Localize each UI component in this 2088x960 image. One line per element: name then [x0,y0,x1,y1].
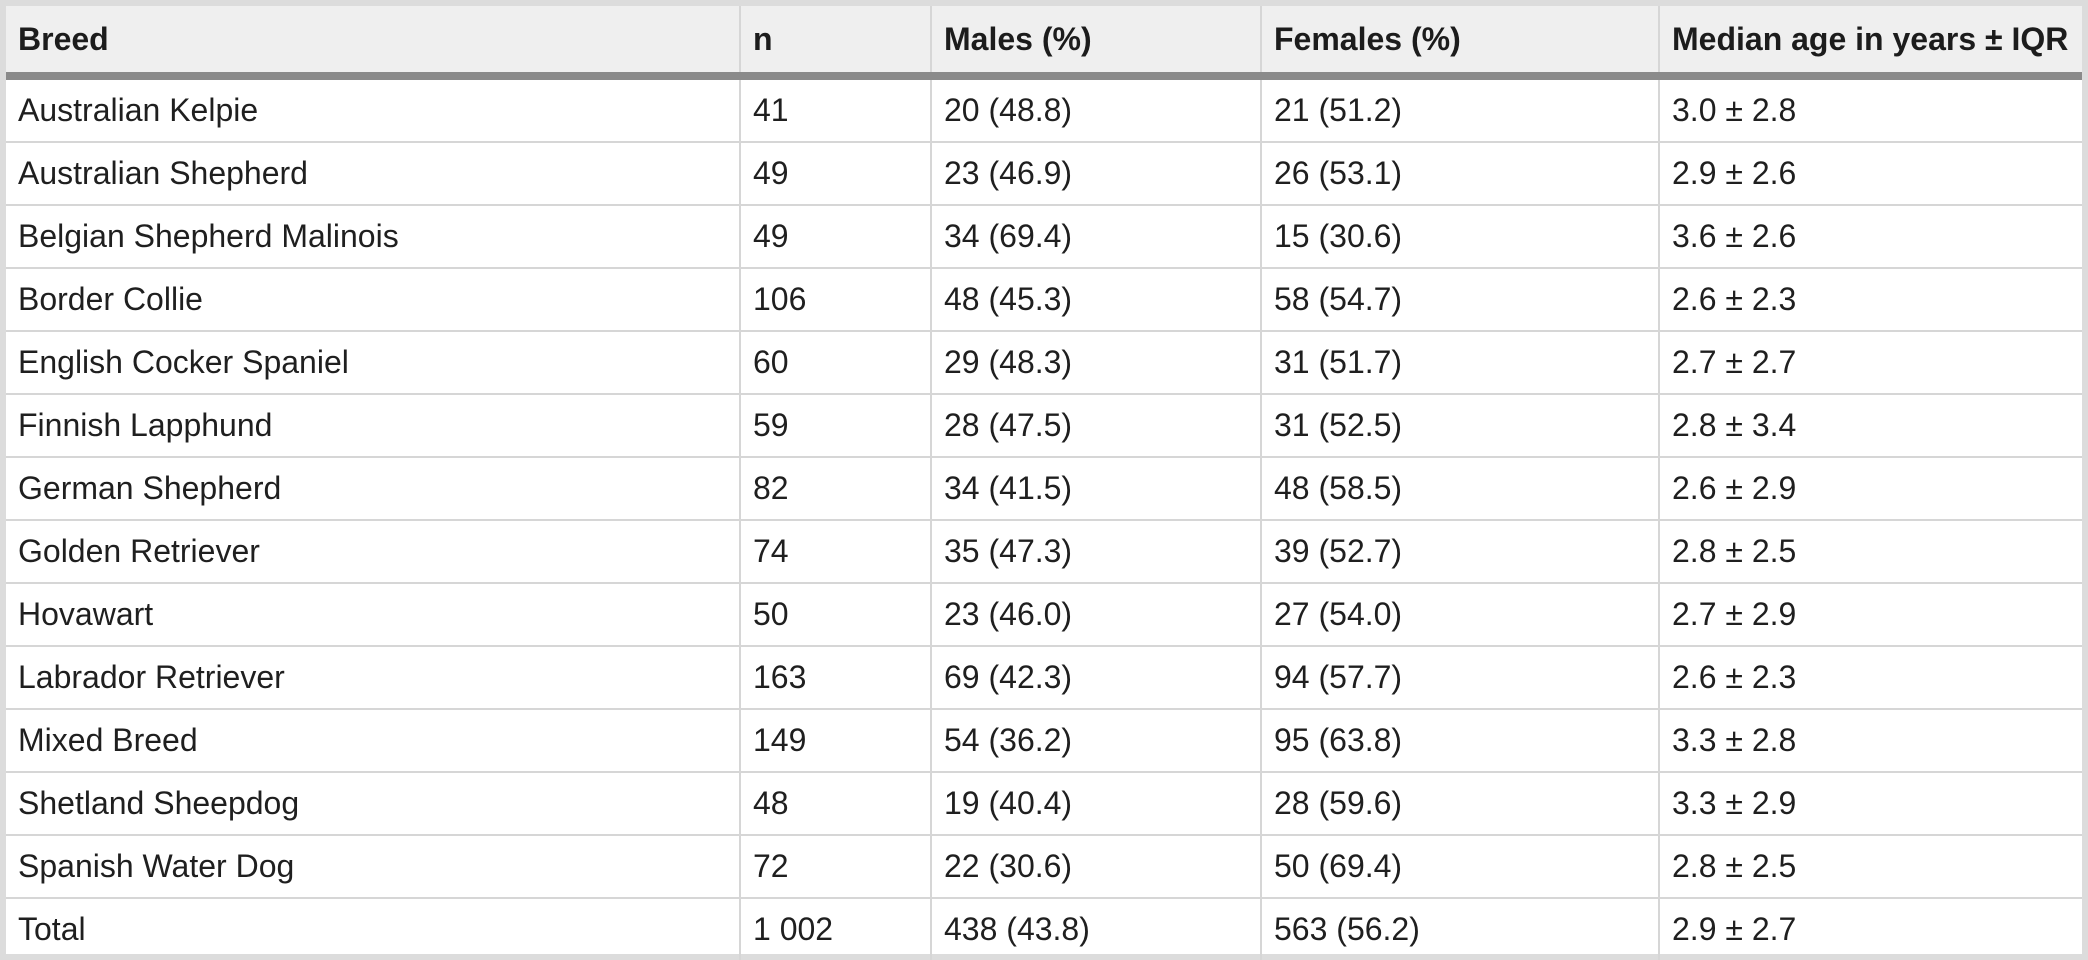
cell-breed: Border Collie [6,268,741,332]
table-row: Hovawart 50 23 (46.0) 27 (54.0) 2.7 ± 2.9 [6,583,2082,647]
breed-demographics-table: Breed n Males (%) Females (%) Median age… [6,6,2082,960]
cell-median-age: 2.9 ± 2.7 [1672,911,1797,947]
cell-males: 48 (45.3) [931,268,1262,332]
cell-breed: English Cocker Spaniel [6,331,741,395]
cell-breed: Spanish Water Dog [6,835,741,899]
cell-median-age: 2.9 ± 2.6 [1659,142,2082,206]
table-row: Belgian Shepherd Malinois 49 34 (69.4) 15 (… [6,205,2082,269]
header-breed: Breed [6,6,741,80]
cell-median-age: 2.7 ± 2.9 [1659,583,2082,647]
cell-median-age: 2.8 ± 2.5 [1659,835,2082,899]
table-row: Border Collie 106 48 (45.3) 58 (54.7) 2.6 ± … [6,268,2082,332]
header-median-age: Median age in years ± IQR [1659,6,2082,80]
table-row: German Shepherd 82 34 (41.5) 48 (58.5) 2.6 ±… [6,457,2082,521]
cell-median-age: 3.0 ± 2.8 [1659,76,2082,143]
cell-n: 49 [740,142,932,206]
cell-n: 106 [740,268,932,332]
cell-median-age: 2.6 ± 2.3 [1659,268,2082,332]
cell-males: 35 (47.3) [931,520,1262,584]
table-body: Australian Kelpie 41 20 (48.8) 21 (51.2) 3.0… [6,76,2082,960]
table-row: Labrador Retriever 163 69 (42.3) 94 (57.7) 2… [6,646,2082,710]
cell-median-age: 2.8 ± 2.5 [1659,520,2082,584]
cell-breed: German Shepherd [6,457,741,521]
cell-females: 39 (52.7) [1261,520,1660,584]
cell-breed: Labrador Retriever [6,646,741,710]
cell-females: 28 (59.6) [1261,772,1660,836]
cell-males: 23 (46.9) [931,142,1262,206]
header-females: Females (%) [1261,6,1660,80]
cell-n: 74 [740,520,932,584]
cell-breed: Finnish Lapphund [6,394,741,458]
table-row: Mixed Breed 149 54 (36.2) 95 (63.8) 3.3 ± 2.… [6,709,2082,773]
header-row: Breed n Males (%) Females (%) Median age… [6,6,2082,80]
cell-males: 22 (30.6) [931,835,1262,899]
cell-breed: Australian Shepherd [6,142,741,206]
cell-n: 50 [740,583,932,647]
cell-males: 23 (46.0) [931,583,1262,647]
cell-n: 49 [740,205,932,269]
cell-median-age: 3.6 ± 2.6 [1659,205,2082,269]
cell-breed: Hovawart [6,583,741,647]
cell-males: 20 (48.8) [931,76,1262,143]
cell-n: 48 [740,772,932,836]
cell-females: 31 (52.5) [1261,394,1660,458]
table-row: Finnish Lapphund 59 28 (47.5) 31 (52.5) 2.8 … [6,394,2082,458]
cell-males: 438 (43.8) [931,898,1262,960]
cell-females: 26 (53.1) [1261,142,1660,206]
table-row: English Cocker Spaniel 60 29 (48.3) 31 (51.… [6,331,2082,395]
cell-breed: Belgian Shepherd Malinois [6,205,741,269]
cell-males: 54 (36.2) [931,709,1262,773]
table-header: Breed n Males (%) Females (%) Median age… [6,6,2082,80]
cell-n: 149 [740,709,932,773]
table-row: Australian Kelpie 41 20 (48.8) 21 (51.2) 3.0… [6,76,2082,143]
cell-median-age: 3.3 ± 2.9 [1659,772,2082,836]
cell-females: 21 (51.2) [1261,76,1660,143]
cell-females: 31 (51.7) [1261,331,1660,395]
table-row: Spanish Water Dog 72 22 (30.6) 50 (69.4) 2.8… [6,835,2082,899]
cell-n: 59 [740,394,932,458]
header-males: Males (%) [931,6,1262,80]
cell-median-age: 2.6 ± 2.9 [1659,457,2082,521]
cell-females: 58 (54.7) [1261,268,1660,332]
cell-median-age: 2.8 ± 3.4 [1659,394,2082,458]
cell-n: 163 [740,646,932,710]
cell-females: 15 (30.6) [1261,205,1660,269]
cell-females: 95 (63.8) [1261,709,1660,773]
cell-breed: Total [6,898,741,960]
cell-median-age: 3.3 ± 2.8 [1659,709,2082,773]
cell-n: 60 [740,331,932,395]
cell-males: 29 (48.3) [931,331,1262,395]
cell-females: 50 (69.4) [1261,835,1660,899]
cell-breed: Mixed Breed [6,709,741,773]
table-row: Golden Retriever 74 35 (47.3) 39 (52.7) 2.8 … [6,520,2082,584]
cell-n: 82 [740,457,932,521]
header-n: n [740,6,932,80]
cell-n: 72 [740,835,932,899]
cell-females: 94 (57.7) [1261,646,1660,710]
cell-females: 563 (56.2) [1261,898,1660,960]
cell-breed: Shetland Sheepdog [6,772,741,836]
cell-median-age: 2.6 ± 2.3 [1659,646,2082,710]
cell-males: 28 (47.5) [931,394,1262,458]
cell-n: 41 [740,76,932,143]
cell-males: 19 (40.4) [931,772,1262,836]
cell-breed: Golden Retriever [6,520,741,584]
table-row-total: Total 1 002 438 (43.8) 563 (56.2) 2.9 ± 2.7 [6,898,2082,960]
cell-males: 34 (69.4) [931,205,1262,269]
cell-n: 1 002 [740,898,932,960]
cell-females: 48 (58.5) [1261,457,1660,521]
cell-females: 27 (54.0) [1261,583,1660,647]
table-row: Australian Shepherd 49 23 (46.9) 26 (53.1) 2… [6,142,2082,206]
cell-median-age: 2.7 ± 2.7 [1659,331,2082,395]
cell-males: 69 (42.3) [931,646,1262,710]
cell-breed: Australian Kelpie [6,76,741,143]
table-row: Shetland Sheepdog 48 19 (40.4) 28 (59.6) 3.3… [6,772,2082,836]
cell-males: 34 (41.5) [931,457,1262,521]
